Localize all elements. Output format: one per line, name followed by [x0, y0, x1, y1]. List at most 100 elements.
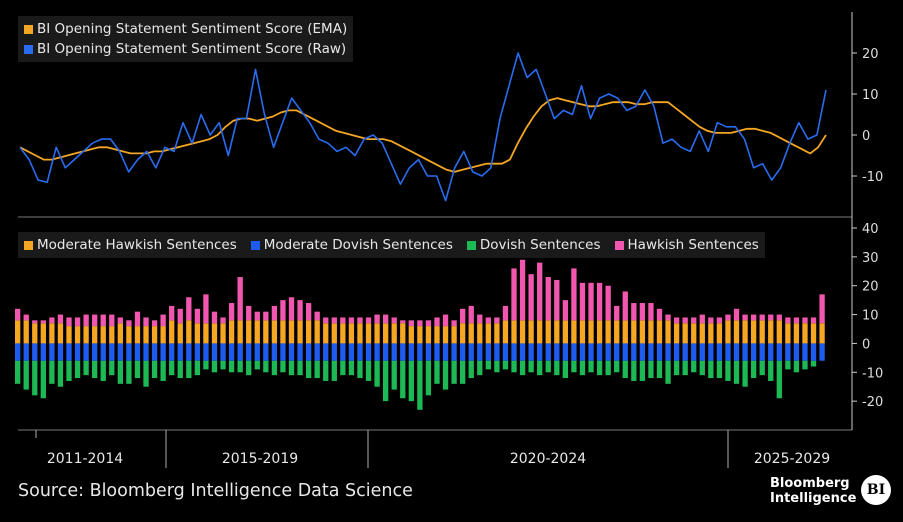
bar-dovish: [15, 360, 21, 384]
bar-moderate-hawkish: [391, 323, 397, 344]
bar-moderate-hawkish: [708, 323, 714, 344]
bar-dovish: [143, 360, 149, 387]
bar-dovish: [357, 360, 363, 379]
bar-dovish: [109, 360, 115, 376]
bar-moderate-dovish: [648, 343, 654, 361]
bar-moderate-hawkish: [699, 323, 705, 344]
bar-hawkish: [819, 294, 825, 324]
bar-dovish: [528, 360, 534, 373]
bar-dovish: [40, 360, 46, 399]
bar-dovish: [554, 360, 560, 376]
legend-mod-hawkish: Moderate Hawkish Sentences: [24, 235, 237, 255]
bar-dovish: [254, 360, 260, 370]
bar-hawkish: [750, 314, 757, 321]
bar-dovish: [100, 360, 106, 381]
legend-hawkish-swatch: [614, 240, 624, 250]
bar-dovish: [750, 360, 757, 379]
legend-dovish-swatch: [466, 240, 476, 250]
bar-moderate-hawkish: [511, 320, 517, 344]
bar-moderate-hawkish: [254, 320, 260, 344]
bar-moderate-dovish: [246, 343, 252, 361]
bar-hawkish: [768, 314, 774, 321]
bar-moderate-hawkish: [665, 320, 671, 344]
bar-hawkish: [716, 317, 723, 324]
bar-dovish: [83, 360, 89, 376]
bar-hawkish: [605, 285, 611, 321]
bar-moderate-dovish: [742, 343, 748, 361]
bar-hawkish: [571, 268, 577, 321]
bar-hawkish: [331, 317, 337, 324]
bar-dovish: [169, 360, 175, 376]
bar-moderate-dovish: [442, 343, 449, 361]
bar-moderate-hawkish: [810, 323, 817, 344]
bar-dovish: [708, 360, 714, 379]
bar-moderate-hawkish: [742, 320, 748, 344]
bar-moderate-dovish: [656, 343, 663, 361]
bar-moderate-dovish: [733, 343, 740, 361]
bar-moderate-dovish: [571, 343, 577, 361]
bar-dovish: [211, 360, 218, 373]
bar-hawkish: [622, 291, 628, 321]
bar-moderate-hawkish: [203, 323, 209, 344]
bar-moderate-hawkish: [66, 326, 72, 344]
bar-hawkish: [126, 320, 132, 327]
bar-moderate-hawkish: [451, 326, 457, 344]
bar-moderate-dovish: [357, 343, 363, 361]
bar-hawkish: [49, 317, 55, 324]
bar-hawkish: [579, 282, 586, 321]
bar-moderate-hawkish: [793, 323, 800, 344]
bar-moderate-hawkish: [331, 323, 337, 344]
bar-moderate-dovish: [716, 343, 723, 361]
bar-moderate-hawkish: [460, 323, 466, 344]
bar-hawkish: [588, 282, 594, 321]
bar-dovish: [365, 360, 372, 381]
bar-moderate-dovish: [57, 343, 64, 361]
bar-hawkish: [810, 317, 817, 324]
bar-hawkish: [382, 314, 389, 324]
bar-moderate-dovish: [802, 343, 808, 361]
bar-moderate-dovish: [519, 343, 526, 361]
bar-hawkish: [305, 303, 312, 321]
bar-dovish: [374, 360, 380, 387]
bar-moderate-dovish: [614, 343, 620, 361]
bar-dovish: [571, 360, 577, 373]
legend-mod-dovish-label: Moderate Dovish Sentences: [263, 237, 453, 253]
bar-moderate-dovish: [177, 343, 183, 361]
raw-line: [19, 52, 827, 202]
bar-hawkish: [502, 305, 509, 321]
bar-moderate-hawkish: [117, 323, 123, 344]
bar-dovish: [665, 360, 671, 384]
bar-dovish: [126, 360, 132, 384]
bar-moderate-hawkish: [408, 326, 414, 344]
bar-moderate-dovish: [203, 343, 209, 361]
bar-dovish: [622, 360, 628, 379]
bar-moderate-dovish: [160, 343, 166, 361]
bar-hawkish: [528, 274, 534, 321]
bar-moderate-dovish: [263, 343, 269, 361]
bar-moderate-dovish: [151, 343, 158, 361]
y-tick-label: 30: [862, 251, 879, 266]
bar-moderate-dovish: [537, 343, 543, 361]
bar-moderate-dovish: [169, 343, 175, 361]
bar-dovish: [314, 360, 320, 379]
bar-moderate-dovish: [32, 343, 38, 361]
bar-dovish: [280, 360, 286, 373]
bar-dovish: [562, 360, 569, 379]
bar-moderate-hawkish: [305, 320, 312, 344]
bar-hawkish: [400, 320, 406, 324]
bar-dovish: [785, 360, 791, 370]
bar-moderate-dovish: [237, 343, 243, 361]
bar-dovish: [502, 360, 509, 370]
y-tick-label: 0: [862, 337, 870, 352]
bar-moderate-dovish: [143, 343, 149, 361]
bar-hawkish: [220, 317, 226, 324]
bar-dovish: [614, 360, 620, 373]
bar-hawkish: [793, 317, 800, 324]
bar-moderate-dovish: [254, 343, 260, 361]
bar-dovish: [802, 360, 808, 370]
bar-moderate-hawkish: [237, 320, 243, 344]
bar-dovish: [631, 360, 637, 381]
bar-hawkish: [802, 317, 808, 324]
bar-dovish: [348, 360, 355, 376]
y-tick-label: 20: [862, 47, 879, 62]
